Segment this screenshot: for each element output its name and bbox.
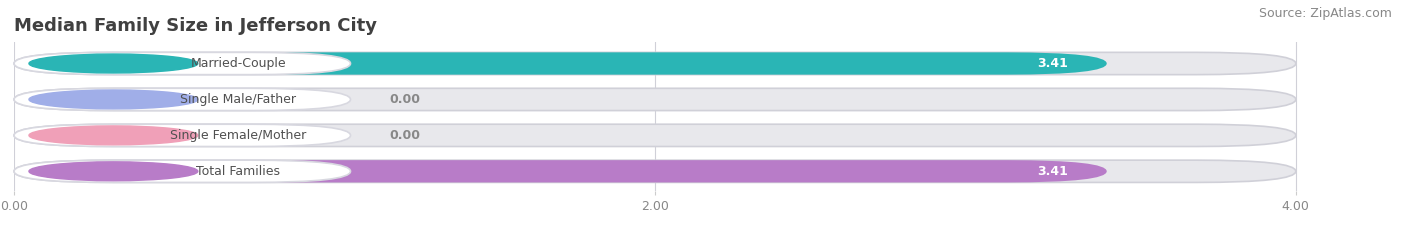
FancyBboxPatch shape [14, 160, 350, 182]
Text: Median Family Size in Jefferson City: Median Family Size in Jefferson City [14, 17, 377, 35]
Text: Married-Couple: Married-Couple [191, 57, 287, 70]
Text: 3.41: 3.41 [1038, 57, 1069, 70]
Text: 0.00: 0.00 [389, 93, 420, 106]
FancyBboxPatch shape [14, 88, 350, 111]
FancyBboxPatch shape [14, 52, 1107, 75]
FancyBboxPatch shape [14, 124, 1296, 147]
Circle shape [30, 162, 198, 181]
FancyBboxPatch shape [14, 52, 1296, 75]
Circle shape [30, 90, 198, 109]
FancyBboxPatch shape [14, 88, 1296, 111]
Text: Source: ZipAtlas.com: Source: ZipAtlas.com [1258, 7, 1392, 20]
FancyBboxPatch shape [14, 124, 350, 147]
FancyBboxPatch shape [14, 160, 1296, 182]
Text: Total Families: Total Families [197, 165, 280, 178]
Text: 0.00: 0.00 [389, 129, 420, 142]
Text: 3.41: 3.41 [1038, 165, 1069, 178]
FancyBboxPatch shape [14, 160, 1107, 182]
Circle shape [30, 54, 198, 73]
Circle shape [30, 126, 198, 145]
Text: Single Male/Father: Single Male/Father [180, 93, 297, 106]
FancyBboxPatch shape [14, 52, 350, 75]
Text: Single Female/Mother: Single Female/Mother [170, 129, 307, 142]
